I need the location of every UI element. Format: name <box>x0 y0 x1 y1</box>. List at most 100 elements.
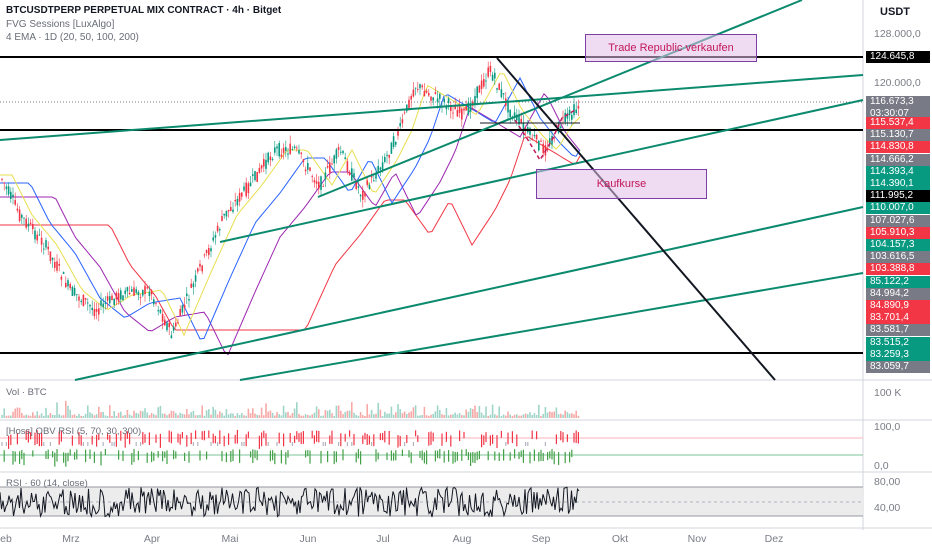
volume-bar <box>524 413 527 418</box>
candle-body <box>161 314 164 322</box>
ema-200-line <box>0 136 581 331</box>
price-tag: 83.059,7 <box>866 361 930 373</box>
volume-bar <box>397 404 399 418</box>
volume-bar <box>370 409 373 418</box>
indicator-fvg-sessions[interactable]: FVG Sessions [LuxAlgo] <box>6 19 115 30</box>
candle-body <box>351 168 353 181</box>
candle-body <box>540 140 542 142</box>
obv-rsi-bar <box>8 435 10 449</box>
obv-rsi-bar <box>236 430 238 444</box>
obv-rsi-bar <box>553 451 555 465</box>
obv-rsi-bar <box>461 449 463 461</box>
candle-body <box>183 304 186 309</box>
trendline-downtrend[interactable] <box>496 57 776 381</box>
candle-body <box>95 309 98 312</box>
candle-body <box>359 194 362 197</box>
volume-bar <box>3 408 5 418</box>
obv-rsi-bar <box>289 433 291 443</box>
symbol-title[interactable]: BTCUSDTPERP PERPETUAL MIX CONTRACT · 4h … <box>6 5 282 16</box>
price-tag: 114.393,4 <box>866 165 930 178</box>
price-tag: 103.388,8 <box>866 263 930 276</box>
volume-bar <box>148 415 151 418</box>
volume-bar <box>87 405 89 418</box>
trendline-steep[interactable] <box>317 0 803 198</box>
obv-rsi-bar <box>192 442 194 446</box>
obv-rsi-bar <box>164 451 166 458</box>
candle-body <box>307 162 309 170</box>
volume-bar <box>456 414 459 418</box>
volume-bar <box>271 412 274 418</box>
trendline-lower-1[interactable] <box>74 206 864 381</box>
candle-body <box>56 261 58 271</box>
volume-bar <box>406 414 408 418</box>
obv-rsi-bar <box>437 450 439 459</box>
candle-body <box>60 276 63 280</box>
annotation-kaufkurse[interactable]: Kaufkurse <box>536 169 707 199</box>
obv-rsi-bar <box>63 452 65 463</box>
candle-body <box>91 307 93 311</box>
obv-rsi-bar <box>201 431 203 440</box>
volume-bar <box>355 414 357 418</box>
candle-body <box>146 287 148 289</box>
obv-rsi-bar <box>419 451 421 458</box>
volume-bar <box>58 414 60 418</box>
volume-bar <box>164 413 166 418</box>
price-tag: 114.390,1 <box>866 178 930 190</box>
volume-bar <box>34 415 36 418</box>
volume-bar <box>5 415 8 418</box>
obv-rsi-bar <box>549 451 551 459</box>
candle-body <box>276 146 278 149</box>
annotation-trade-republic[interactable]: Trade Republic verkaufen <box>585 34 757 62</box>
candle-body <box>304 169 307 172</box>
trendline-lower-2[interactable] <box>239 272 864 381</box>
trendline-upper-channel[interactable] <box>0 74 864 141</box>
candle-body <box>355 182 357 190</box>
candle-body <box>494 72 496 79</box>
candle-body <box>450 106 452 111</box>
obv-rsi-bar <box>443 451 445 463</box>
projection-dashed-path[interactable] <box>514 109 576 162</box>
volume-bar <box>249 413 252 418</box>
currency-label[interactable]: USDT <box>880 6 910 18</box>
obv-rsi-bar <box>170 431 172 444</box>
volume-bar <box>388 413 390 418</box>
candle-body <box>392 136 395 147</box>
obv-pane-title[interactable]: [Hoss] OBV RSI (5, 70, 30, 300) <box>6 426 142 437</box>
candle-body <box>423 90 426 97</box>
candle-body <box>38 234 41 236</box>
candle-body <box>293 146 296 149</box>
obv-rsi-bar <box>241 442 243 446</box>
obv-rsi-bar <box>245 434 247 447</box>
candle-body <box>368 184 371 189</box>
candle-body <box>562 116 564 118</box>
volume-bar <box>399 409 401 418</box>
indicator-ema[interactable]: 4 EMA · 1D (20, 50, 100, 200) <box>6 32 139 43</box>
candle-body <box>410 96 412 100</box>
volume-bar <box>71 415 74 418</box>
candle-body <box>150 290 153 295</box>
volume-bar <box>430 414 432 418</box>
obv-rsi-bar <box>89 449 91 460</box>
candle-body <box>203 254 206 256</box>
obv-rsi-bar <box>184 452 186 461</box>
candle-body <box>87 302 89 304</box>
candle-body <box>568 109 571 116</box>
rsi-pane-title[interactable]: RSI · 60 (14, close) <box>6 478 88 489</box>
volume-bar <box>566 412 569 418</box>
obv-rsi-bar <box>384 430 386 443</box>
volume-bar <box>238 415 241 418</box>
candle-body <box>377 165 379 172</box>
candle-body <box>133 287 135 296</box>
obv-rsi-bar <box>58 431 60 445</box>
candle-body <box>225 210 228 217</box>
candle-body <box>571 114 573 120</box>
obv-rsi-bar <box>322 442 324 446</box>
volume-bar <box>274 415 276 418</box>
candle-body <box>177 322 179 324</box>
volume-bar <box>577 415 580 418</box>
obv-rsi-bar <box>230 450 232 463</box>
volume-pane-title[interactable]: Vol · BTC <box>6 387 47 398</box>
obv-rsi-bar <box>472 452 474 463</box>
candle-body <box>324 172 327 180</box>
